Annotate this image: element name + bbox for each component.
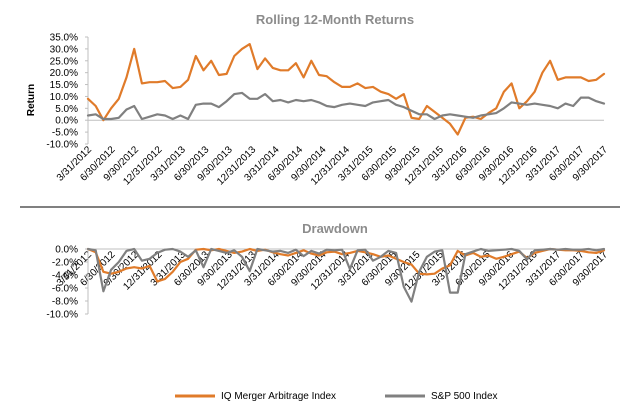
returns-y-tick-label: 25.0% xyxy=(50,56,78,67)
returns-y-ticks: 35.0%30.0%25.0%20.0%15.0%10.0%5.0%0.0%-5… xyxy=(46,33,78,151)
legend-label-iq-merger-arbitrage: IQ Merger Arbitrage Index xyxy=(221,391,336,402)
legend: IQ Merger Arbitrage Index S&P 500 Index xyxy=(175,391,498,402)
returns-x-ticks: 3/31/20126/30/20129/30/201212/31/20123/3… xyxy=(55,144,611,187)
returns-series xyxy=(86,42,606,136)
returns-y-tick-label: -5.0% xyxy=(52,128,78,139)
drawdown-y-tick-label: -8.0% xyxy=(52,297,78,308)
drawdown-y-tick-label: -4.0% xyxy=(52,271,78,282)
returns-y-tick-label: 10.0% xyxy=(50,92,78,103)
returns-y-tick-label: 35.0% xyxy=(50,33,78,44)
drawdown-chart-title: Drawdown xyxy=(302,221,368,236)
drawdown-chart: Drawdown 0.0%-2.0%-4.0%-6.0%-8.0%-10.0% … xyxy=(46,221,610,321)
returns-y-tick-label: 30.0% xyxy=(50,44,78,55)
legend-label-sp-500: S&P 500 Index xyxy=(431,391,498,402)
returns-y-tick-label: 0.0% xyxy=(55,116,78,127)
drawdown-y-tick-label: 0.0% xyxy=(55,245,78,256)
returns-y-tick-label: 20.0% xyxy=(50,68,78,79)
drawdown-y-ticks: 0.0% -2.0% -4.0% -6.0% -8.0% -10.0% xyxy=(46,245,78,321)
returns-y-tick-label: -10.0% xyxy=(46,140,78,151)
drawdown-y-tick-label: -2.0% xyxy=(52,258,78,269)
returns-axes xyxy=(85,36,604,145)
returns-chart: Rolling 12-Month Returns Return 35.0%30.… xyxy=(26,12,610,188)
returns-y-axis-label: Return xyxy=(26,84,37,116)
returns-y-tick-label: 15.0% xyxy=(50,80,78,91)
drawdown-series-line-s-p-500-index xyxy=(86,247,606,303)
returns-series-line-s-p-500-index xyxy=(86,91,606,121)
drawdown-y-tick-label: -10.0% xyxy=(46,310,78,321)
drawdown-series xyxy=(86,247,606,303)
returns-chart-title: Rolling 12-Month Returns xyxy=(256,12,414,27)
returns-y-tick-label: 5.0% xyxy=(55,104,78,115)
returns-series-line-iq-merger-arbitrage-index xyxy=(86,42,606,136)
drawdown-y-tick-label: -6.0% xyxy=(52,284,78,295)
drawdown-series-line-iq-merger-arbitrage-index xyxy=(86,247,606,283)
